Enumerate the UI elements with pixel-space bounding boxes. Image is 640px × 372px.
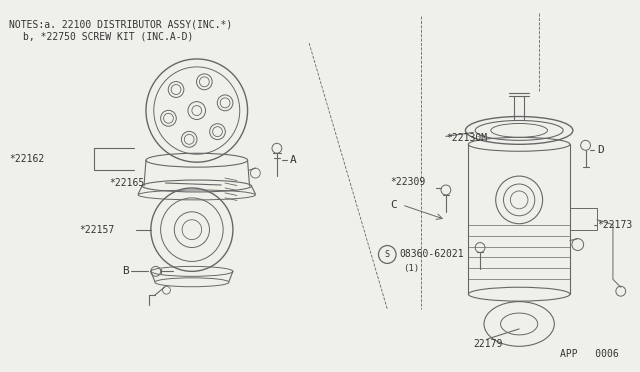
Text: *22157: *22157 bbox=[79, 225, 115, 235]
Text: D: D bbox=[597, 145, 604, 155]
Text: *22309: *22309 bbox=[390, 177, 426, 187]
Text: APP   0006: APP 0006 bbox=[560, 349, 619, 359]
Text: A: A bbox=[289, 155, 296, 165]
Text: b, *22750 SCREW KIT (INC.A-D): b, *22750 SCREW KIT (INC.A-D) bbox=[23, 31, 193, 41]
Text: 22179: 22179 bbox=[473, 339, 502, 349]
Bar bbox=[570, 208, 597, 230]
Text: S: S bbox=[385, 250, 390, 259]
Text: *22173: *22173 bbox=[597, 220, 632, 230]
Text: *22162: *22162 bbox=[9, 154, 44, 164]
Text: *22165: *22165 bbox=[109, 178, 144, 188]
Text: *22130M: *22130M bbox=[446, 133, 487, 143]
Text: C: C bbox=[390, 200, 397, 210]
Text: B: B bbox=[122, 266, 129, 276]
Text: (1): (1) bbox=[403, 264, 419, 273]
Text: 08360-62021: 08360-62021 bbox=[399, 250, 463, 260]
Text: NOTES:a. 22100 DISTRIBUTOR ASSY(INC.*): NOTES:a. 22100 DISTRIBUTOR ASSY(INC.*) bbox=[9, 19, 232, 29]
